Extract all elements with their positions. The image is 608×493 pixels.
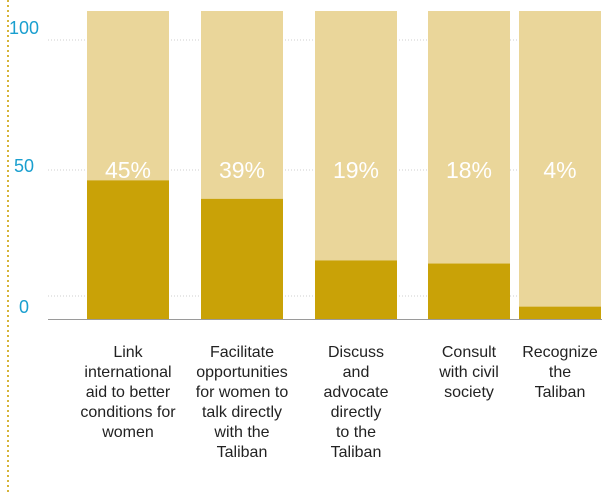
data-label: 18% — [446, 157, 492, 183]
x-tick-label-line: and — [342, 364, 370, 381]
x-tick-label-line: the — [548, 364, 572, 381]
x-tick-label-line: Discuss — [327, 344, 384, 361]
y-tick-label: 0 — [19, 297, 29, 317]
y-tick-label: 50 — [14, 156, 34, 176]
bar-value — [87, 180, 169, 319]
x-tick-label-line: international — [84, 364, 172, 381]
x-tick-label-line: society — [444, 384, 494, 401]
x-tick-label: Consult with civil society — [408, 343, 530, 403]
data-label: 45% — [105, 157, 151, 183]
x-tick-label-line: advocate — [323, 384, 389, 401]
x-tick-label-line: to the — [335, 424, 377, 441]
bar-remainder — [519, 11, 601, 319]
x-tick-label-line: directly — [330, 404, 382, 421]
x-tick-label: Link international aid to better conditions… — [67, 343, 189, 443]
bar-value — [201, 198, 283, 319]
y-tick-label: 100 — [9, 18, 39, 38]
x-tick-label-line: women — [102, 424, 154, 441]
x-tick-label: Facilitate opportunities for women to talk … — [181, 343, 303, 463]
x-tick-label-line: for women to — [195, 384, 289, 401]
x-tick-label-line: Taliban — [216, 444, 268, 461]
x-tick-label-line: Recognize — [522, 344, 598, 361]
bar-value — [519, 306, 601, 319]
x-tick-label-line: Taliban — [534, 384, 586, 401]
x-tick-label-line: with the — [214, 424, 270, 441]
x-tick-label-line: opportunities — [196, 364, 288, 381]
x-tick-label-line: Facilitate — [209, 344, 275, 361]
data-label: 4% — [543, 157, 576, 183]
x-tick-label-line: Link — [113, 344, 143, 361]
x-tick-label-line: Taliban — [330, 444, 382, 461]
bar-value — [428, 263, 510, 319]
x-tick-label-line: aid to better — [85, 384, 171, 401]
x-tick-label-line: conditions for — [80, 404, 176, 421]
x-tick-label-line: talk directly — [201, 404, 283, 421]
x-tick-label: Discuss and advocate directly to the Taliban — [295, 343, 417, 463]
x-tick-label-line: Consult — [441, 344, 497, 361]
x-tick-label: Recognize the Taliban — [499, 343, 608, 403]
x-tick-label-line: with civil — [439, 364, 499, 381]
data-label: 39% — [219, 157, 265, 183]
bar-value — [315, 260, 397, 319]
data-label: 19% — [333, 157, 379, 183]
